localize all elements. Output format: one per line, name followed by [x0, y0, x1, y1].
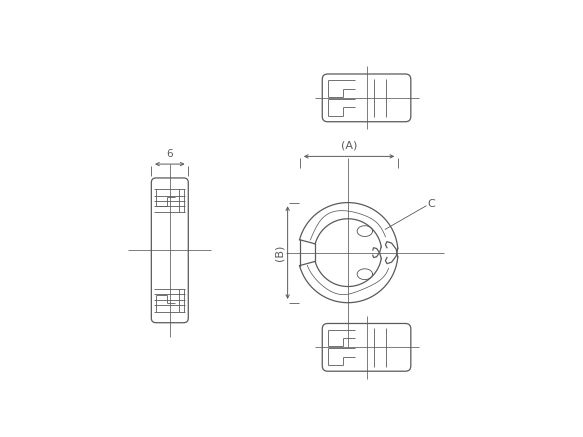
Text: (A): (A)	[341, 141, 357, 151]
Text: 6: 6	[167, 149, 173, 160]
Text: (B): (B)	[275, 244, 285, 261]
Text: C: C	[427, 199, 435, 209]
